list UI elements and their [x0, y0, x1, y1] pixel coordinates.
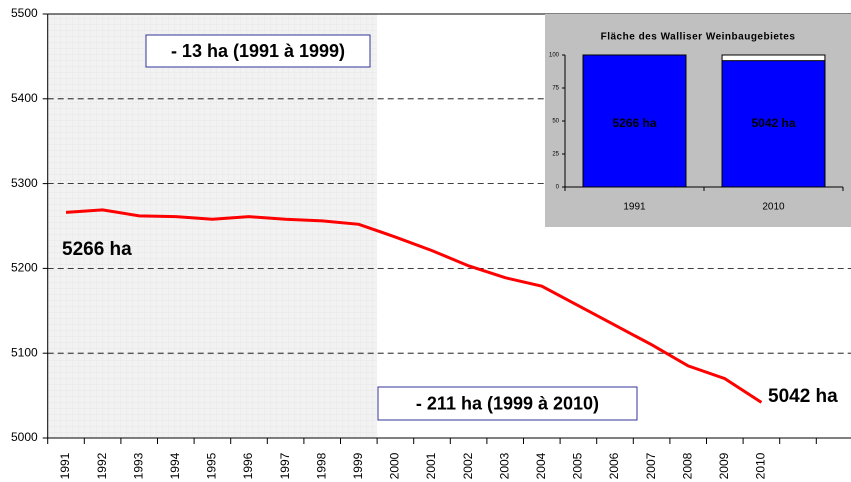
x-tick-label: 2009	[717, 452, 731, 479]
x-tick-label: 1992	[95, 452, 109, 479]
x-tick-label: 2006	[607, 452, 621, 479]
y-tick-label: 5200	[11, 261, 38, 275]
y-tick-label: 5100	[11, 345, 38, 359]
y-tick-label: 5300	[11, 176, 38, 190]
y-tick-label: 5000	[11, 430, 38, 444]
x-tick-label: 1995	[205, 452, 219, 479]
main-chart: 5000 5100 5200 5300 5400 5500 1991 1992 1993 1994…	[11, 6, 851, 479]
inset-chart: Fläche des Walliser Weinbaugebietes 0 25 50…	[545, 14, 851, 227]
annotation: - 211 ha (1999 à 2010)	[416, 393, 599, 413]
x-tick-label: 1998	[314, 452, 328, 479]
value-annotation: 5042 ha	[768, 386, 838, 407]
x-tick-label: 2000	[388, 452, 402, 479]
x-tick-label: 1991	[58, 452, 72, 479]
bar	[721, 60, 826, 188]
inset-y-tick-label: 100	[549, 53, 560, 59]
x-tick-label: 2007	[644, 452, 658, 479]
y-tick-label: 5400	[11, 91, 38, 105]
inset-x-tick-label: 1991	[623, 202, 646, 213]
x-tick-label: 1997	[278, 452, 292, 479]
x-tick-label: 1999	[351, 452, 365, 479]
bar-label: 5266 ha	[612, 116, 656, 130]
inset-y-tick-label: 75	[552, 86, 559, 92]
bar	[582, 54, 687, 188]
x-tick-label: 2008	[680, 452, 694, 479]
x-tick-label: 2010	[754, 452, 768, 479]
bar-label: 5042 ha	[751, 116, 795, 130]
x-tick-label: 2002	[461, 452, 475, 479]
inset-y-tick-label: 0	[556, 185, 560, 191]
x-tick-label: 1996	[241, 452, 255, 479]
x-tick-label: 2003	[497, 452, 511, 479]
x-tick-label: 1994	[168, 452, 182, 479]
annotation-box	[145, 34, 371, 68]
x-tick-label: 2001	[424, 452, 438, 479]
y-tick-label: 5500	[11, 6, 38, 20]
x-tick-label: 1993	[131, 452, 145, 479]
inset-y-tick-label: 25	[552, 152, 559, 158]
inset-x-tick-label: 2010	[762, 202, 785, 213]
inset-y-tick-label: 50	[552, 119, 559, 125]
annotation-box	[377, 386, 638, 421]
fine-grid	[47, 14, 378, 438]
inset-title: Fläche des Walliser Weinbaugebietes	[601, 32, 796, 43]
value-annotation: 5266 ha	[62, 239, 132, 260]
data-line	[65, 208, 763, 404]
annotation: - 13 ha (1991 à 1999)	[171, 41, 345, 61]
x-tick-label: 2005	[571, 452, 585, 479]
x-tick-label: 2004	[534, 452, 548, 479]
